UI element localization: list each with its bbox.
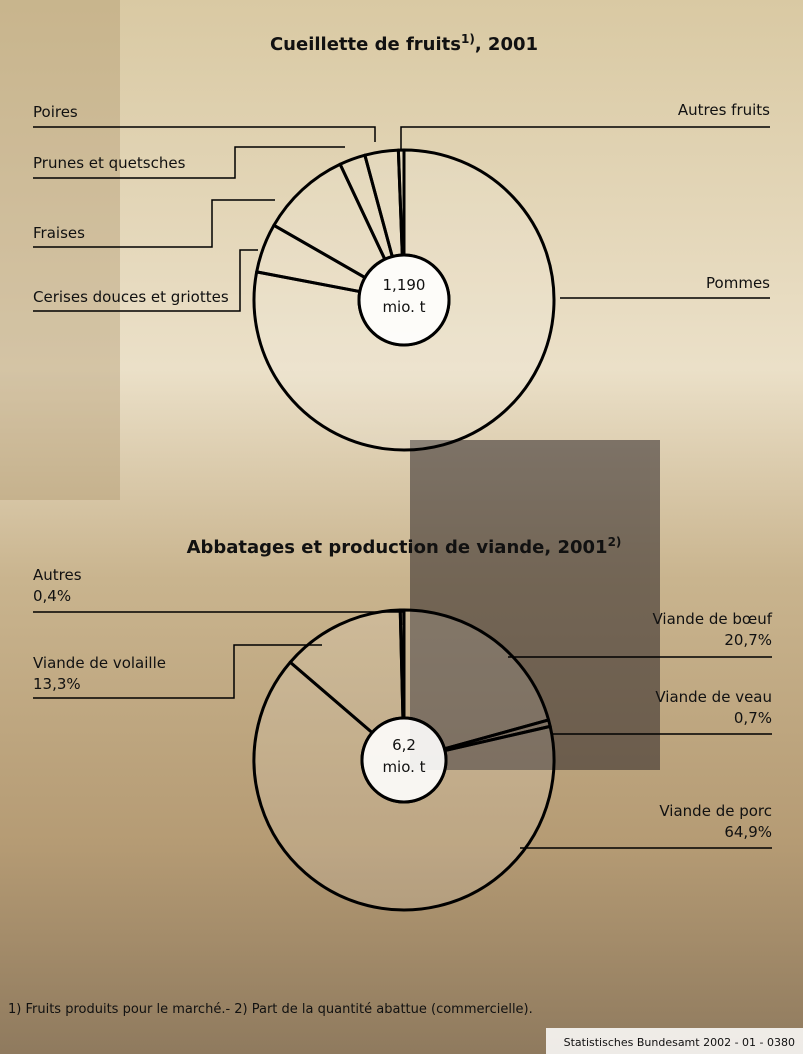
value-label: 20,7% (724, 631, 772, 649)
slice-label: Viande de porc (659, 802, 772, 820)
footnote: 1) Fruits produits pour le marché.- 2) P… (8, 1002, 533, 1017)
title-text: Abbatages et production de viande, 2001 (187, 537, 608, 558)
slice-label: Autres (33, 566, 82, 584)
background-shade (410, 440, 660, 770)
leader-line (33, 146, 345, 179)
slice-label: Viande de bœuf (653, 610, 773, 628)
chart-title: Cueillette de fruits1), 2001 (270, 32, 538, 55)
leader-line (33, 611, 404, 625)
title-text: Cueillette de fruits (270, 34, 461, 55)
slice-label: Cerises douces et griottes (33, 288, 229, 306)
value-label: 64,9% (724, 823, 772, 841)
slice-label: Fraises (33, 224, 85, 242)
center-label: mio. t (382, 758, 425, 776)
slice-label: Viande de veau (655, 688, 772, 706)
center-label: mio. t (382, 298, 425, 316)
title-note: 1) (461, 32, 475, 46)
center-label: 6,2 (392, 736, 416, 754)
slice-label: Poires (33, 103, 78, 121)
title-suffix: , 2001 (475, 34, 538, 55)
leader-line (400, 126, 770, 150)
leader-line (33, 126, 376, 142)
leader-line (33, 644, 322, 699)
center-circle (357, 253, 451, 347)
center-label: 1,190 (383, 276, 426, 294)
slice-label: Prunes et quetsches (33, 154, 186, 172)
slice-label: Autres fruits (678, 101, 770, 119)
center-circle (360, 716, 448, 804)
slice-label: Viande de volaille (33, 654, 166, 672)
chart-title: Abbatages et production de viande, 20012… (187, 535, 622, 558)
value-label: 0,4% (33, 587, 71, 605)
value-label: 13,3% (33, 675, 81, 693)
source: Statistisches Bundesamt 2002 - 01 - 0380 (564, 1036, 795, 1049)
leader-line (33, 199, 275, 248)
slice-label: Pommes (706, 274, 770, 292)
leader-line (33, 249, 258, 312)
title-note: 2) (608, 535, 622, 549)
background-shade (0, 0, 120, 500)
source-box (546, 1028, 803, 1054)
value-label: 0,7% (734, 709, 772, 727)
